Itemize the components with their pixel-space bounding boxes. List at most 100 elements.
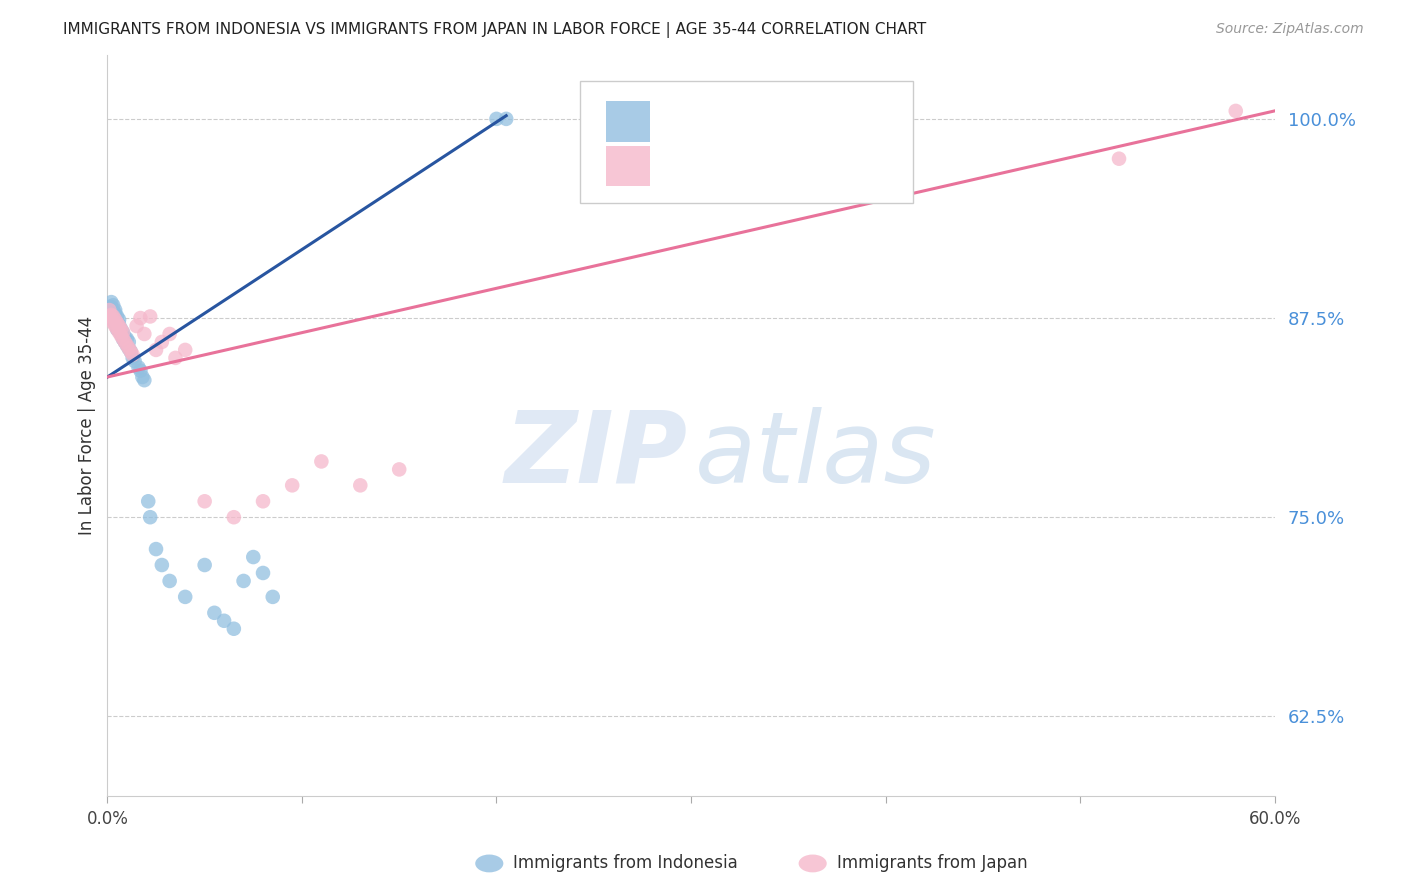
Point [108,318,131,332]
Point [100,312,122,326]
Circle shape [475,855,503,872]
Point [150,334,173,349]
Point [121,348,143,362]
Point [311,454,333,468]
Text: N =: N = [779,109,832,128]
Point [108,318,131,333]
Point [222,510,245,524]
Point [131,370,153,384]
Point [105,322,128,336]
Point [118,334,141,349]
Point [105,322,128,336]
Point [103,308,125,322]
Point [100,295,122,310]
Point [98,310,121,324]
Point [108,326,131,340]
Point [98,303,121,318]
Point [120,344,142,359]
Text: R =: R = [664,109,704,128]
Point [110,326,132,341]
Point [222,622,245,636]
Point [134,373,156,387]
Text: atlas: atlas [695,407,936,504]
Point [139,310,162,324]
Point [115,338,138,352]
Point [103,316,125,330]
Point [114,330,136,344]
Point [174,343,197,357]
Point [252,566,274,580]
Point [128,360,150,375]
Point [111,326,134,340]
Point [388,462,411,476]
Point [150,558,173,572]
Point [1108,152,1130,166]
Point [262,590,284,604]
Circle shape [799,855,827,872]
Point [100,311,122,326]
Y-axis label: In Labor Force | Age 35-44: In Labor Force | Age 35-44 [79,316,96,535]
Point [242,549,264,564]
Point [103,310,125,324]
Point [104,312,127,326]
Point [134,326,156,341]
Point [120,344,142,359]
Point [118,341,141,355]
Text: ZIP: ZIP [505,407,688,504]
Point [100,308,122,322]
Point [98,311,121,326]
Point [104,316,127,330]
Point [194,494,217,508]
Point [139,510,162,524]
Point [212,614,235,628]
FancyBboxPatch shape [581,81,912,203]
Point [159,326,181,341]
Point [252,494,274,508]
Point [165,351,187,365]
Point [105,318,128,333]
Point [114,334,136,349]
Point [159,574,181,588]
Point [136,494,159,508]
Point [129,363,152,377]
Point [124,354,146,368]
Point [104,303,127,318]
Point [103,298,125,312]
Point [125,318,148,333]
Point [115,332,138,346]
Text: 0.277: 0.277 [717,158,776,177]
Text: R =: R = [664,158,704,177]
Point [145,542,167,557]
Point [111,332,134,346]
Point [232,574,254,588]
Point [485,112,508,126]
Text: 0.524: 0.524 [717,109,776,128]
Point [121,351,143,365]
Point [129,311,152,326]
Point [111,326,134,340]
Point [105,316,128,330]
Point [115,338,138,352]
Point [104,311,127,326]
Point [145,343,167,357]
Point [349,478,371,492]
Text: IMMIGRANTS FROM INDONESIA VS IMMIGRANTS FROM JAPAN IN LABOR FORCE | AGE 35-44 CO: IMMIGRANTS FROM INDONESIA VS IMMIGRANTS … [63,22,927,38]
Text: Immigrants from Indonesia: Immigrants from Indonesia [513,855,738,872]
Point [103,312,125,326]
Point [104,306,127,320]
FancyBboxPatch shape [606,145,650,186]
Point [103,310,125,324]
Point [104,318,127,333]
Point [98,303,121,318]
Text: Source: ZipAtlas.com: Source: ZipAtlas.com [1216,22,1364,37]
Point [114,334,136,349]
Point [108,312,131,326]
Point [103,304,125,318]
Point [495,112,517,126]
Point [111,332,134,346]
Point [174,590,197,604]
Point [105,316,128,330]
Point [194,558,217,572]
Point [110,322,132,336]
FancyBboxPatch shape [606,101,650,142]
